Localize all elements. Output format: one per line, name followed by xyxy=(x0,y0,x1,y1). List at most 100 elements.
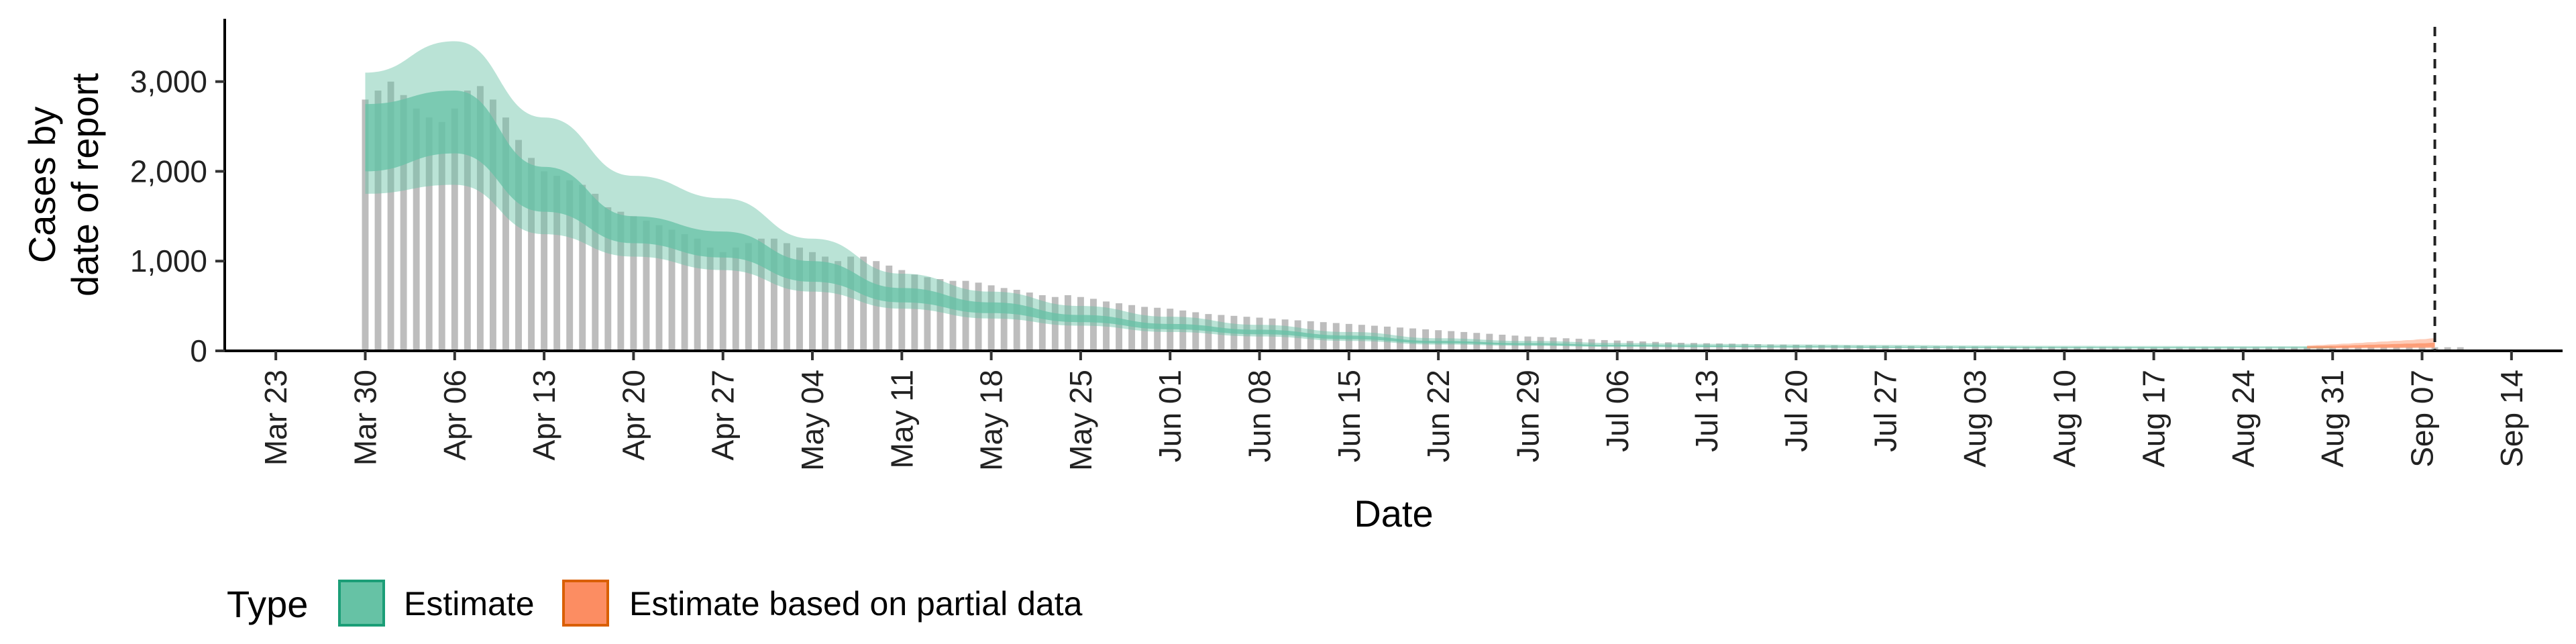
x-tick-label: Sep 14 xyxy=(2494,370,2529,468)
bar xyxy=(1818,345,1825,351)
bar xyxy=(1499,334,1506,351)
bar xyxy=(2163,347,2170,351)
bar xyxy=(732,248,739,351)
y-tick-label: 3,000 xyxy=(130,64,207,99)
bar xyxy=(2048,347,2055,351)
bar xyxy=(2304,347,2311,351)
legend-label-partial: Estimate based on partial data xyxy=(629,585,1083,623)
bar xyxy=(924,277,931,351)
bar xyxy=(1767,344,1774,351)
bar xyxy=(2457,347,2464,351)
bar xyxy=(1064,295,1071,351)
bar xyxy=(1026,292,1033,351)
x-tick-label: Jul 13 xyxy=(1689,370,1724,452)
legend-title: Type xyxy=(227,583,308,625)
bar xyxy=(1958,346,1966,351)
x-tick-label: Aug 17 xyxy=(2137,370,2171,468)
bar xyxy=(975,282,982,351)
bar xyxy=(1997,346,2004,351)
x-tick-label: Mar 23 xyxy=(258,370,293,466)
y-ticks: 0 1,000 2,000 3,000 xyxy=(130,64,225,368)
y-tick-label: 0 xyxy=(190,333,207,368)
x-tick-label: Jun 08 xyxy=(1242,370,1277,462)
x-tick-label: Aug 10 xyxy=(2047,370,2082,468)
bar xyxy=(400,95,407,351)
bar xyxy=(541,171,548,351)
bar xyxy=(1435,330,1442,351)
bar xyxy=(1741,343,1749,351)
bar xyxy=(2380,347,2387,351)
bar xyxy=(2150,347,2157,351)
bar xyxy=(2112,347,2119,351)
bar xyxy=(489,99,496,352)
bar xyxy=(464,91,471,351)
x-tick-label: Aug 31 xyxy=(2315,370,2350,468)
bar xyxy=(2010,346,2017,351)
bar xyxy=(1409,328,1417,351)
bar xyxy=(962,280,969,351)
x-tick-label: Jul 20 xyxy=(1778,370,1813,452)
bar xyxy=(374,91,382,351)
bar xyxy=(604,207,612,351)
bar xyxy=(694,238,701,351)
bar xyxy=(1000,288,1008,351)
bar xyxy=(566,180,574,351)
x-tick-label: Apr 27 xyxy=(706,370,741,461)
bar xyxy=(1907,345,1915,351)
bar xyxy=(2214,347,2221,351)
bar xyxy=(2176,347,2183,351)
bar xyxy=(387,81,394,351)
bar xyxy=(1678,342,1684,351)
x-tick-label: Aug 03 xyxy=(1957,370,1992,468)
bar xyxy=(413,108,420,351)
bar xyxy=(1716,343,1723,351)
bar xyxy=(1281,319,1289,351)
y-axis-title-line: date of report xyxy=(64,73,106,297)
bar xyxy=(630,216,637,351)
bar xyxy=(2099,347,2106,351)
y-axis-title: Cases bydate of report xyxy=(21,73,106,297)
bar xyxy=(949,280,957,351)
bar xyxy=(2329,347,2337,351)
bar xyxy=(847,256,855,351)
bar xyxy=(2278,347,2285,351)
bar xyxy=(1920,346,1927,351)
bar xyxy=(822,256,829,351)
band-outer-0 xyxy=(365,41,2333,349)
bar xyxy=(515,140,522,352)
bar xyxy=(592,193,599,351)
bar xyxy=(860,256,867,351)
bar xyxy=(757,238,765,351)
bar xyxy=(1869,345,1876,351)
bar xyxy=(719,252,727,351)
bar xyxy=(2418,347,2426,351)
bar xyxy=(643,221,650,351)
x-tick-label: Aug 24 xyxy=(2226,370,2261,468)
bar xyxy=(2291,347,2298,351)
bar xyxy=(2023,346,2030,351)
legend: Type Estimate Estimate based on partial … xyxy=(227,580,1083,627)
bar xyxy=(476,86,484,352)
x-tick-label: Jun 22 xyxy=(1421,370,1456,462)
bar xyxy=(2367,347,2375,351)
bar xyxy=(2061,347,2068,351)
bar xyxy=(438,121,445,351)
bar xyxy=(2086,347,2094,351)
bar xyxy=(2355,347,2362,351)
x-tick-label: May 11 xyxy=(884,370,919,468)
x-tick-label: Jul 27 xyxy=(1868,370,1903,452)
x-tick-label: Jul 06 xyxy=(1600,370,1635,452)
y-axis-title-line: Cases by xyxy=(21,107,63,263)
bar xyxy=(1128,305,1136,351)
bar xyxy=(2188,347,2196,351)
x-tick-label: Mar 30 xyxy=(347,370,382,466)
bar xyxy=(668,229,676,351)
bar xyxy=(1179,310,1187,351)
bar xyxy=(1729,343,1736,351)
bar xyxy=(1192,312,1199,351)
x-tick-label: Jun 29 xyxy=(1510,370,1545,462)
x-tick-label: May 04 xyxy=(795,370,830,471)
bar xyxy=(528,158,535,351)
bar xyxy=(745,243,752,351)
bar xyxy=(2342,347,2349,351)
